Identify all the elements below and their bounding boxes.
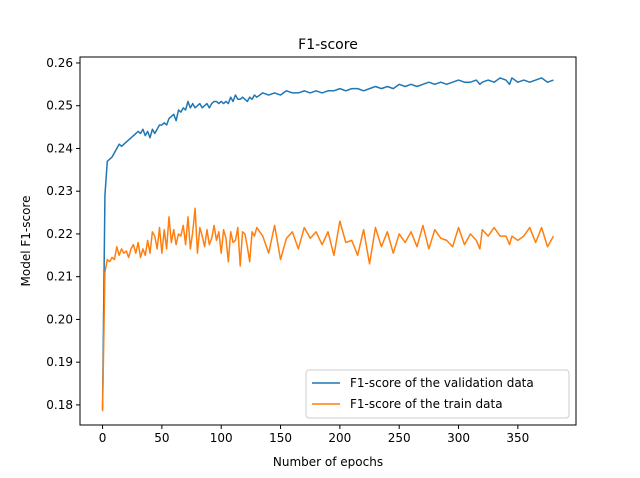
x-tick-label: 100 [210,431,233,445]
y-axis-label: Model F1-score [19,196,33,287]
y-tick-label: 0.21 [46,270,73,284]
y-tick-label: 0.24 [46,141,73,155]
series-line-2 [101,207,555,412]
x-tick-label: 50 [154,431,169,445]
y-tick-label: 0.22 [46,227,73,241]
legend: F1-score of the validation data F1-score … [305,369,570,419]
x-axis-label: Number of epochs [273,455,383,469]
plot-area [101,77,555,412]
axes-frame [79,56,577,426]
y-tick-label: 0.25 [46,99,73,113]
legend-label-2: F1-score of the train data [350,397,503,411]
x-tick-label: 250 [388,431,411,445]
x-tick-label: 0 [99,431,107,445]
x-axis: 0 50 100 150 200 250 300 350 [99,425,529,445]
x-tick-label: 200 [328,431,351,445]
y-tick-label: 0.18 [46,398,73,412]
legend-box [305,369,570,419]
x-tick-label: 350 [506,431,529,445]
legend-label-1: F1-score of the validation data [350,376,534,390]
y-tick-label: 0.19 [46,355,73,369]
y-axis: 0.18 0.19 0.20 0.21 0.22 0.23 0.24 0.25 0.26 [46,56,80,412]
y-tick-label: 0.26 [46,56,73,70]
chart-title: F1-score [298,37,358,53]
series-line-1 [101,77,554,410]
x-tick-label: 300 [447,431,470,445]
x-tick-label: 150 [269,431,292,445]
y-tick-label: 0.23 [46,184,73,198]
y-tick-label: 0.20 [46,312,73,326]
